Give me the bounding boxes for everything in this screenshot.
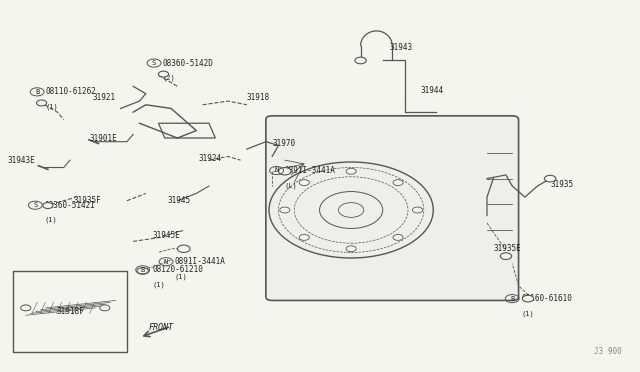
Text: 08360-5142I: 08360-5142I [44,201,95,210]
Circle shape [177,245,190,253]
Text: S: S [33,202,37,208]
Circle shape [545,175,556,182]
Circle shape [393,180,403,186]
Text: (1): (1) [44,217,57,223]
Text: 31943: 31943 [389,43,412,52]
Text: 31921: 31921 [92,93,115,102]
Circle shape [20,305,31,311]
Circle shape [278,167,291,175]
Circle shape [355,57,366,64]
Circle shape [299,234,309,240]
Text: 31970: 31970 [272,139,295,148]
Text: 31935E: 31935E [493,244,521,253]
Text: 31935: 31935 [550,180,573,189]
Text: S: S [152,60,156,66]
Text: 31943E: 31943E [8,155,35,165]
Text: B: B [35,89,39,95]
Circle shape [137,267,148,274]
Circle shape [36,100,47,106]
Text: 31944: 31944 [420,86,444,94]
Text: 31945: 31945 [168,196,191,205]
Text: 08360-5142D: 08360-5142D [162,58,213,68]
Circle shape [43,203,53,209]
Text: N: N [275,167,278,173]
Text: 31935F: 31935F [74,196,102,205]
Circle shape [522,295,534,302]
Text: 31924: 31924 [198,154,221,163]
FancyBboxPatch shape [13,271,127,352]
Text: (1): (1) [174,273,187,280]
Text: 31918F: 31918F [56,307,84,316]
Circle shape [280,207,290,213]
Text: (1): (1) [46,103,59,110]
Text: 08160-61610: 08160-61610 [522,294,573,303]
FancyBboxPatch shape [266,116,518,301]
Text: B: B [510,296,515,302]
Text: 0891I-3441A: 0891I-3441A [174,257,225,266]
Text: (2): (2) [162,74,175,81]
Text: 31918: 31918 [247,93,270,102]
Text: J3 900: J3 900 [595,347,622,356]
Circle shape [346,246,356,252]
Circle shape [299,180,309,186]
Circle shape [412,207,422,213]
Circle shape [346,168,356,174]
Circle shape [393,234,403,240]
Text: N: N [164,259,168,265]
Circle shape [100,305,110,311]
Text: (1): (1) [152,281,165,288]
Text: (1): (1) [522,310,534,317]
Circle shape [159,71,168,77]
Circle shape [500,253,511,260]
Text: 0891I-3441A: 0891I-3441A [285,166,336,175]
Text: 31901E: 31901E [90,134,117,143]
Text: B: B [141,267,145,273]
Text: (L): (L) [285,182,298,189]
Text: 08120-61210: 08120-61210 [152,265,203,274]
Text: 31945E: 31945E [152,231,180,240]
Text: FRONT: FRONT [149,323,174,332]
Text: 08110-61262: 08110-61262 [46,87,97,96]
